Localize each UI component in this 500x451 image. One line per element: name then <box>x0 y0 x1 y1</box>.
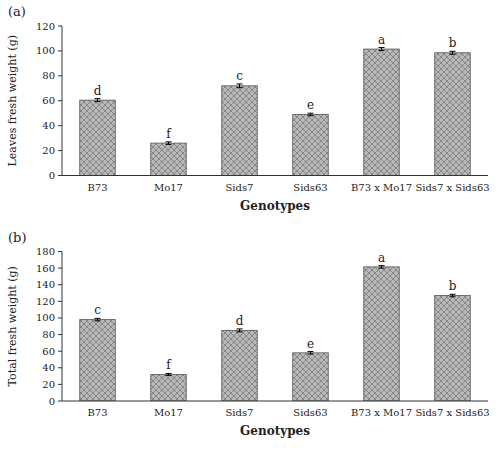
x-tick-label: B73 x Mo17 <box>351 182 412 193</box>
bars <box>80 266 471 401</box>
y-tick-label: 120 <box>36 21 55 32</box>
bar <box>222 86 258 176</box>
x-tick-label: Sids63 <box>293 407 327 418</box>
significance-letter: a <box>378 33 385 47</box>
panel: (b) 0 20 40 60 80 100 120 140 160 180 c f d e a b B73 Mo17… <box>6 230 490 439</box>
y-tick-label: 180 <box>36 246 55 257</box>
x-tick-label: Sids7 x Sids63 <box>415 407 489 418</box>
y-axis <box>62 252 63 402</box>
y-tick-label: 140 <box>36 279 55 290</box>
error-bar <box>379 266 385 268</box>
figure: (a) 0 20 40 60 80 100 120 d f c e a b B73 Mo17 Sids7 Sids… <box>0 0 500 451</box>
panel-label: (a) <box>8 4 26 19</box>
y-tick-label: 60 <box>42 346 55 357</box>
y-tick-label: 100 <box>36 45 55 56</box>
error-bar <box>166 373 172 375</box>
y-tick <box>58 334 62 335</box>
y-tick-label: 160 <box>36 263 55 274</box>
significance-letter: f <box>166 127 172 141</box>
significance-letter: f <box>166 358 172 372</box>
x-axis <box>62 401 488 402</box>
y-tick <box>58 401 62 402</box>
significance-letter: c <box>236 69 243 83</box>
y-tick-label: 80 <box>42 70 55 81</box>
y-tick-label: 0 <box>49 396 55 407</box>
y-tick <box>58 351 62 352</box>
y-tick <box>58 284 62 285</box>
x-tick-label: Sids7 <box>226 407 254 418</box>
x-tick-label: Sids7 <box>226 182 254 193</box>
bar <box>293 114 329 175</box>
y-tick <box>58 75 62 76</box>
x-axis <box>62 175 488 176</box>
error-bar <box>95 318 101 320</box>
bar <box>364 267 400 401</box>
error-bar <box>166 142 172 144</box>
x-tick-label: B73 <box>87 407 107 418</box>
y-axis-label: Total fresh weight (g) <box>6 266 19 386</box>
significance-letter: b <box>449 279 457 293</box>
y-tick <box>58 100 62 101</box>
error-bar <box>450 51 456 54</box>
significance-letter: d <box>94 84 102 98</box>
y-tick-label: 20 <box>42 145 55 156</box>
y-tick <box>58 150 62 151</box>
error-bar <box>237 329 243 332</box>
x-tick-label: B73 x Mo17 <box>351 407 412 418</box>
x-tick-label: B73 <box>87 182 107 193</box>
bar <box>435 53 471 176</box>
y-tick-label: 40 <box>42 362 55 373</box>
y-tick <box>58 251 62 252</box>
chart-container: (a) 0 20 40 60 80 100 120 d f c e a b B73 Mo17 Sids7 Sids… <box>0 0 500 451</box>
error-bar <box>95 99 101 102</box>
y-tick <box>58 50 62 51</box>
significance-letter: b <box>449 36 457 50</box>
y-tick <box>58 384 62 385</box>
error-bar <box>308 352 314 354</box>
y-axis <box>62 26 63 176</box>
y-tick-label: 80 <box>42 329 55 340</box>
y-tick <box>58 26 62 27</box>
error-bar <box>308 113 314 115</box>
significance-letter: a <box>378 251 385 265</box>
y-tick-label: 100 <box>36 312 55 323</box>
error-bar <box>237 84 243 88</box>
y-tick <box>58 367 62 368</box>
x-tick-label: Sids63 <box>293 182 327 193</box>
bar <box>151 143 187 175</box>
bar <box>80 100 116 175</box>
y-tick <box>58 175 62 176</box>
x-axis-label: Genotypes <box>240 424 310 438</box>
x-tick-label: Sids7 x Sids63 <box>415 182 489 193</box>
bar <box>435 296 471 401</box>
y-tick-label: 60 <box>42 95 55 106</box>
significance-letter: e <box>307 337 314 351</box>
x-tick-label: Mo17 <box>154 407 183 418</box>
y-axis-label: Leaves fresh weight (g) <box>6 35 19 166</box>
y-tick <box>58 301 62 302</box>
y-tick-label: 0 <box>49 170 55 181</box>
significance-letter: e <box>307 98 314 112</box>
y-tick-label: 40 <box>42 120 55 131</box>
panel: (a) 0 20 40 60 80 100 120 d f c e a b B73 Mo17 Sids7 Sids… <box>6 4 490 213</box>
significance-letter: c <box>94 303 101 317</box>
y-tick-label: 120 <box>36 296 55 307</box>
error-bar <box>379 48 385 51</box>
y-tick <box>58 268 62 269</box>
bar <box>151 374 187 401</box>
y-tick <box>58 317 62 318</box>
x-axis-label: Genotypes <box>240 199 310 213</box>
bar <box>293 353 329 401</box>
panel-label: (b) <box>8 230 26 245</box>
y-tick <box>58 125 62 126</box>
bar <box>364 49 400 175</box>
significance-letter: d <box>236 314 244 328</box>
x-tick-label: Mo17 <box>154 182 183 193</box>
bars <box>80 48 471 176</box>
bar <box>222 330 258 401</box>
error-bar <box>450 294 456 296</box>
bar <box>80 320 116 401</box>
y-tick-label: 20 <box>42 379 55 390</box>
